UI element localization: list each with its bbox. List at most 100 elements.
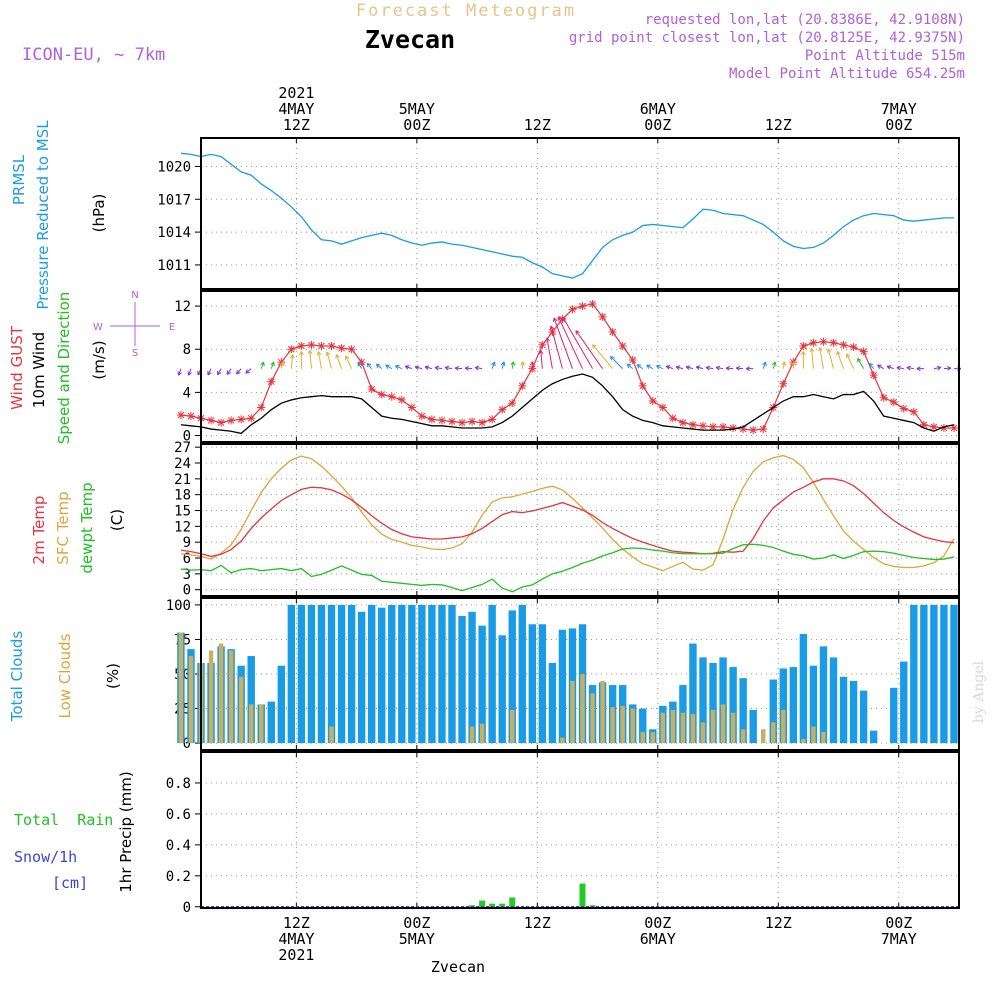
total-cloud-bar [357, 611, 366, 744]
gust-marker [578, 302, 587, 311]
wind-arrowhead [715, 365, 721, 371]
gust-marker [417, 412, 426, 421]
wind-arrowhead [685, 365, 691, 370]
wind-arrow [676, 366, 684, 370]
bottom-time-label: 5MAY [399, 930, 435, 948]
total-cloud-bar [689, 643, 697, 744]
total-cloud-bar [468, 611, 476, 744]
gust-marker [558, 315, 567, 324]
y-tick-label: 18 [174, 488, 191, 504]
gust-marker [337, 344, 346, 353]
gust-marker [247, 414, 256, 423]
bottom-time-label: 6MAY [640, 930, 676, 948]
wind-line [180, 373, 955, 435]
gust-marker [628, 356, 637, 365]
low-cloud-bar [640, 732, 645, 744]
wind-arrowhead [538, 350, 544, 355]
watermark: by Angel [971, 660, 987, 723]
gust-marker [538, 340, 547, 349]
low-cloud-bar [218, 643, 224, 744]
wind-arrowhead [557, 316, 562, 321]
wind-arrow [610, 356, 624, 370]
gust-marker [849, 343, 858, 352]
y-tick-label: 12 [174, 299, 191, 315]
wind-arrowhead [575, 330, 580, 335]
wind-arrowhead [434, 365, 440, 371]
wind-arrow [562, 317, 593, 369]
wind-arrow [933, 366, 941, 370]
top-time-label: 2021 [278, 84, 314, 102]
wind-dir-label: Speed and Direction [55, 292, 73, 445]
gust-marker [478, 418, 487, 427]
y-tick-label: 1011 [157, 258, 191, 274]
wind-arrowhead [260, 361, 265, 367]
total-cloud-bar [388, 604, 396, 744]
panel-frame [200, 290, 960, 443]
wind-arrow [207, 368, 212, 376]
panel-frame [200, 137, 960, 290]
total-cloud-bar [558, 629, 567, 744]
gust-marker [638, 381, 647, 390]
total-cloud-bar [930, 604, 938, 744]
bottom-time-label: 00Z [403, 914, 430, 932]
temp-2m-label: 2m Temp [30, 496, 48, 565]
bottom-time-label: 12Z [765, 914, 792, 932]
gust-marker [819, 337, 828, 346]
wind-arrowhead [395, 364, 400, 370]
wind-arrowhead [916, 366, 921, 372]
wind-arrow [656, 365, 664, 370]
y-tick-label: 0 [183, 429, 191, 445]
total-cloud-bar [287, 604, 296, 744]
total-cloud-bar [829, 657, 838, 744]
low-cloud-bar [248, 704, 254, 744]
wind-arrowhead [357, 362, 362, 367]
wind-arrowhead [424, 365, 430, 370]
y-tick-label: 0.6 [166, 807, 191, 823]
wind-arrowhead [500, 361, 506, 366]
wind-arrowhead [801, 351, 806, 356]
precip-rain-label: Total Rain [14, 811, 113, 829]
pressure-line [180, 152, 954, 279]
wind-arrow [857, 358, 865, 369]
plot-layer: 1011101410171020048120369121518212427025… [157, 84, 962, 964]
wind-arrowhead [307, 350, 313, 355]
wind-arrowhead [695, 365, 701, 370]
wind-arrowhead [781, 361, 787, 366]
wind-arrowhead [316, 351, 322, 356]
total-cloud-bar [639, 708, 647, 744]
total-cloud-bar [789, 667, 798, 744]
gust-marker [719, 422, 728, 431]
total-cloud-bar [337, 604, 346, 744]
y-tick-label: 12 [174, 519, 191, 535]
wind-arrowhead [549, 325, 555, 330]
total-cloud-bar [378, 607, 386, 744]
wind-arrowhead [520, 361, 525, 366]
wind-arrow [475, 366, 483, 370]
low-cloud-bar [259, 704, 264, 744]
wind-arrowhead [207, 370, 212, 376]
gust-marker [739, 425, 748, 434]
wind-arrow [425, 366, 433, 370]
wind-arrowhead [385, 364, 390, 369]
total-cloud-bar [719, 657, 727, 744]
wind-arrowhead [529, 361, 535, 366]
wind-arrow [376, 363, 383, 370]
wind-arrowhead [289, 354, 295, 359]
wind-arrow [290, 354, 294, 369]
wind-arrowhead [877, 364, 882, 369]
y-tick-label: 15 [174, 504, 191, 520]
low-cloud-bar [801, 738, 806, 744]
wind-arrowhead [868, 362, 874, 368]
wind-arrowhead [836, 351, 841, 356]
wind-arrow [836, 351, 845, 369]
top-time-label: 12Z [283, 116, 310, 134]
total-cloud-bar [448, 604, 456, 744]
gust-marker [317, 342, 326, 351]
gust-marker [267, 377, 276, 386]
wind-arrow [772, 361, 776, 369]
gust-marker [799, 342, 808, 351]
gust-marker [227, 416, 236, 425]
total-cloud-bar [548, 662, 557, 744]
wind-arrowhead [817, 347, 823, 352]
wind-arrowhead [665, 365, 671, 370]
